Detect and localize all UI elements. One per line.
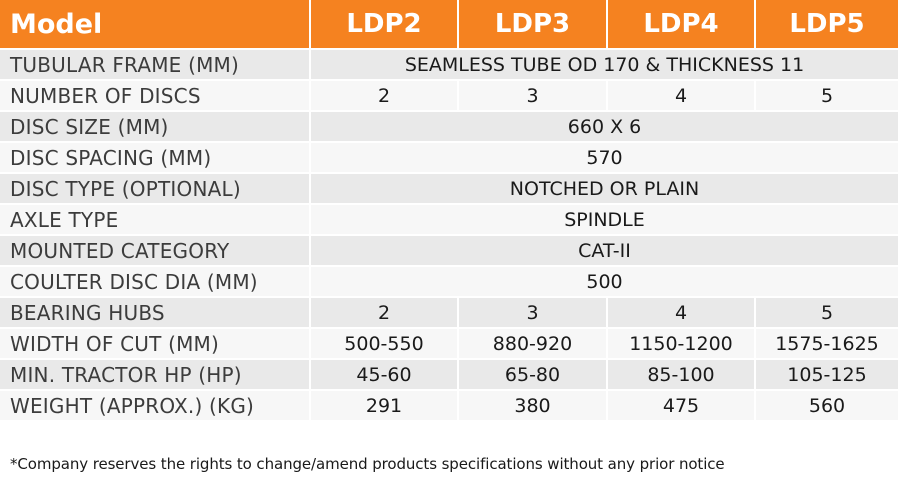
model-header-ldp4: LDP4 xyxy=(608,0,756,48)
row-width-of-cut: WIDTH OF CUT (MM) 500-550 880-920 1150-1… xyxy=(0,327,898,358)
row-number-of-discs: NUMBER OF DISCS 2 3 4 5 xyxy=(0,79,898,110)
row-value-ldp2: 45-60 xyxy=(311,358,459,389)
row-label: DISC SPACING (MM) xyxy=(0,141,311,172)
row-label: COULTER DISC DIA (MM) xyxy=(0,265,311,296)
row-coulter-disc-dia: COULTER DISC DIA (MM) 500 xyxy=(0,265,898,296)
row-value-ldp5: 560 xyxy=(756,389,898,420)
header-row: Model LDP2 LDP3 LDP4 LDP5 xyxy=(0,0,898,48)
row-label: MOUNTED CATEGORY xyxy=(0,234,311,265)
model-header-ldp2: LDP2 xyxy=(311,0,459,48)
row-value-ldp5: 105-125 xyxy=(756,358,898,389)
row-value: SEAMLESS TUBE OD 170 & THICKNESS 11 xyxy=(311,48,898,79)
row-value-ldp3: 3 xyxy=(459,296,608,327)
row-label: DISC TYPE (OPTIONAL) xyxy=(0,172,311,203)
row-value-ldp3: 380 xyxy=(459,389,608,420)
model-header-ldp5: LDP5 xyxy=(756,0,898,48)
row-value: SPINDLE xyxy=(311,203,898,234)
row-value-ldp4: 1150-1200 xyxy=(608,327,756,358)
row-axle-type: AXLE TYPE SPINDLE xyxy=(0,203,898,234)
row-value-ldp3: 880-920 xyxy=(459,327,608,358)
row-disc-size: DISC SIZE (MM) 660 X 6 xyxy=(0,110,898,141)
table-header: Model LDP2 LDP3 LDP4 LDP5 xyxy=(0,0,898,48)
row-value-ldp2: 2 xyxy=(311,296,459,327)
row-value-ldp5: 5 xyxy=(756,79,898,110)
row-value: 500 xyxy=(311,265,898,296)
row-label: AXLE TYPE xyxy=(0,203,311,234)
row-value-ldp4: 4 xyxy=(608,296,756,327)
row-label: MIN. TRACTOR HP (HP) xyxy=(0,358,311,389)
row-label: BEARING HUBS xyxy=(0,296,311,327)
row-value-ldp3: 65-80 xyxy=(459,358,608,389)
row-weight: WEIGHT (APPROX.) (KG) 291 380 475 560 xyxy=(0,389,898,420)
row-value-ldp4: 4 xyxy=(608,79,756,110)
row-label: DISC SIZE (MM) xyxy=(0,110,311,141)
row-value-ldp2: 291 xyxy=(311,389,459,420)
row-value-ldp4: 85-100 xyxy=(608,358,756,389)
row-label: NUMBER OF DISCS xyxy=(0,79,311,110)
row-tubular-frame: TUBULAR FRAME (MM) SEAMLESS TUBE OD 170 … xyxy=(0,48,898,79)
row-value-ldp2: 500-550 xyxy=(311,327,459,358)
row-value: 660 X 6 xyxy=(311,110,898,141)
row-value: NOTCHED OR PLAIN xyxy=(311,172,898,203)
row-mounted-category: MOUNTED CATEGORY CAT-II xyxy=(0,234,898,265)
row-bearing-hubs: BEARING HUBS 2 3 4 5 xyxy=(0,296,898,327)
model-column-header: Model xyxy=(0,0,311,48)
row-value: 570 xyxy=(311,141,898,172)
table-body: TUBULAR FRAME (MM) SEAMLESS TUBE OD 170 … xyxy=(0,48,898,420)
row-value-ldp3: 3 xyxy=(459,79,608,110)
row-value-ldp4: 475 xyxy=(608,389,756,420)
model-header-ldp3: LDP3 xyxy=(459,0,608,48)
row-label: WIDTH OF CUT (MM) xyxy=(0,327,311,358)
row-min-tractor-hp: MIN. TRACTOR HP (HP) 45-60 65-80 85-100 … xyxy=(0,358,898,389)
row-disc-spacing: DISC SPACING (MM) 570 xyxy=(0,141,898,172)
row-label: TUBULAR FRAME (MM) xyxy=(0,48,311,79)
row-value-ldp5: 5 xyxy=(756,296,898,327)
footnote: *Company reserves the rights to change/a… xyxy=(10,455,725,473)
row-label: WEIGHT (APPROX.) (KG) xyxy=(0,389,311,420)
spec-table: Model LDP2 LDP3 LDP4 LDP5 TUBULAR FRAME … xyxy=(0,0,898,420)
row-disc-type: DISC TYPE (OPTIONAL) NOTCHED OR PLAIN xyxy=(0,172,898,203)
row-value-ldp2: 2 xyxy=(311,79,459,110)
row-value-ldp5: 1575-1625 xyxy=(756,327,898,358)
row-value: CAT-II xyxy=(311,234,898,265)
